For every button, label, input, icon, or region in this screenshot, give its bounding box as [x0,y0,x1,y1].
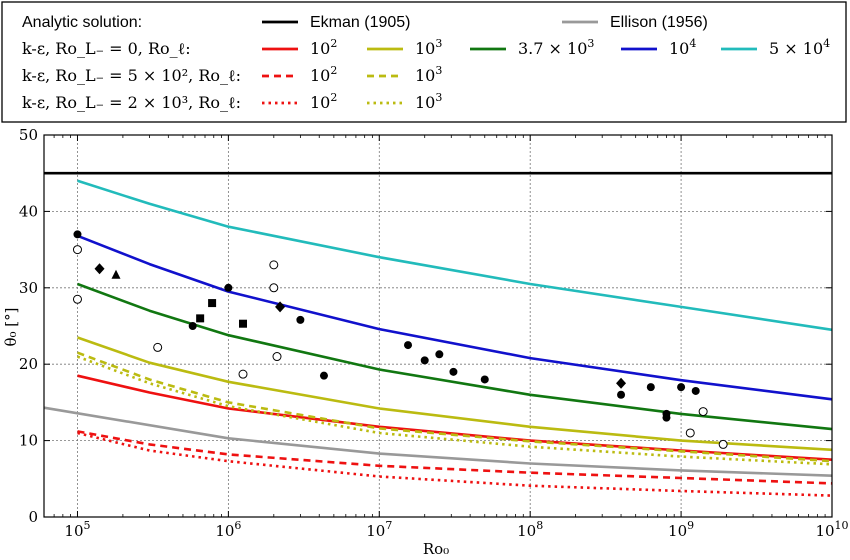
series-line [77,234,833,401]
series-line [77,430,833,485]
marker-layer [72,230,728,449]
legend-entry-label: 104 [669,37,696,58]
open-circle-marker [269,283,279,293]
x-tick-label: 108 [517,519,543,540]
filled-square-marker [239,319,248,328]
legend-row-label: Analytic solution: [22,14,142,31]
series-line [77,179,833,332]
open-circle-marker [718,439,728,449]
filled-circle-marker [420,356,429,365]
y-tick-label: 30 [19,279,38,297]
filled-diamond-marker [275,301,286,313]
filled-circle-marker [617,390,626,399]
open-circle-marker [72,245,82,255]
y-tick-label: 40 [19,202,38,220]
filled-circle-marker [691,386,700,395]
legend-row-label: k-ε, Ro_L₋ = 0, Ro_ℓ: [22,39,191,58]
filled-circle-marker [449,367,458,376]
x-tick-label: 105 [64,519,90,540]
series-layer [43,171,833,497]
plot-background [44,135,832,517]
legend: Analytic solution: Ekman (1905) Ellison (1… [1,1,847,123]
open-circle-marker [698,407,708,417]
legend-entry-label: 5 × 104 [769,37,830,58]
filled-circle-marker [662,409,671,418]
legend-entry-label: 103 [415,64,442,85]
legend-entry-label: 103 [415,37,442,58]
open-circle-marker [72,294,82,304]
x-tick-label: 1010 [815,519,848,540]
legend-frame [1,1,847,123]
open-circle-marker [269,260,279,270]
filled-square-marker [208,299,217,308]
filled-circle-marker [224,283,233,292]
legend-row-label: k-ε, Ro_L₋ = 2 × 10³, Ro_ℓ: [22,93,241,112]
legend-row-label: k-ε, Ro_L₋ = 5 × 10², Ro_ℓ: [22,66,241,85]
series-line [77,351,833,463]
legend-entry-label: 3.7 × 103 [518,37,594,58]
plot-area: 105 106 107 108 109 1010 0 10 20 30 40 50 [19,126,849,540]
y-tick-label: 0 [28,508,38,526]
plot-border [43,134,833,518]
open-circle-marker [272,352,282,362]
x-axis-title: Ro₀ [423,540,449,558]
legend-entry-label: Ellison (1956) [610,14,708,31]
series-line [77,282,833,431]
filled-circle-marker [319,371,328,380]
filled-circle-marker [435,350,444,359]
legend-entry-label: Ekman (1905) [310,14,411,31]
legend-entry-label: 102 [310,91,337,112]
y-tick-label: 20 [19,355,38,373]
filled-circle-marker [480,375,489,384]
filled-square-marker [196,314,205,323]
filled-circle-marker [188,322,197,330]
series-line [43,406,833,477]
open-circle-marker [685,428,695,438]
series-line [77,355,833,466]
open-circle-marker [238,369,248,379]
filled-diamond-marker [94,263,105,275]
filled-circle-marker [404,341,413,350]
x-tick-label: 107 [366,519,392,540]
axis-ticks: 105 106 107 108 109 1010 0 10 20 30 40 50 [19,126,849,540]
legend-entry-label: 103 [415,91,442,112]
filled-triangle-marker [111,269,121,279]
filled-circle-marker [296,315,305,324]
legend-entry-label: 102 [310,37,337,58]
y-axis-title: θ₀ [°] [2,307,20,346]
series-line [77,336,833,452]
x-tick-label: 109 [668,519,694,540]
legend-entry-label: 102 [310,64,337,85]
filled-circle-marker [73,230,82,239]
filled-diamond-marker [616,377,627,389]
x-tick-label: 106 [215,519,241,540]
filled-circle-marker [677,383,686,392]
open-circle-marker [153,342,163,352]
filled-circle-marker [646,383,655,392]
y-tick-label: 50 [19,126,38,144]
y-tick-label: 10 [19,432,38,450]
